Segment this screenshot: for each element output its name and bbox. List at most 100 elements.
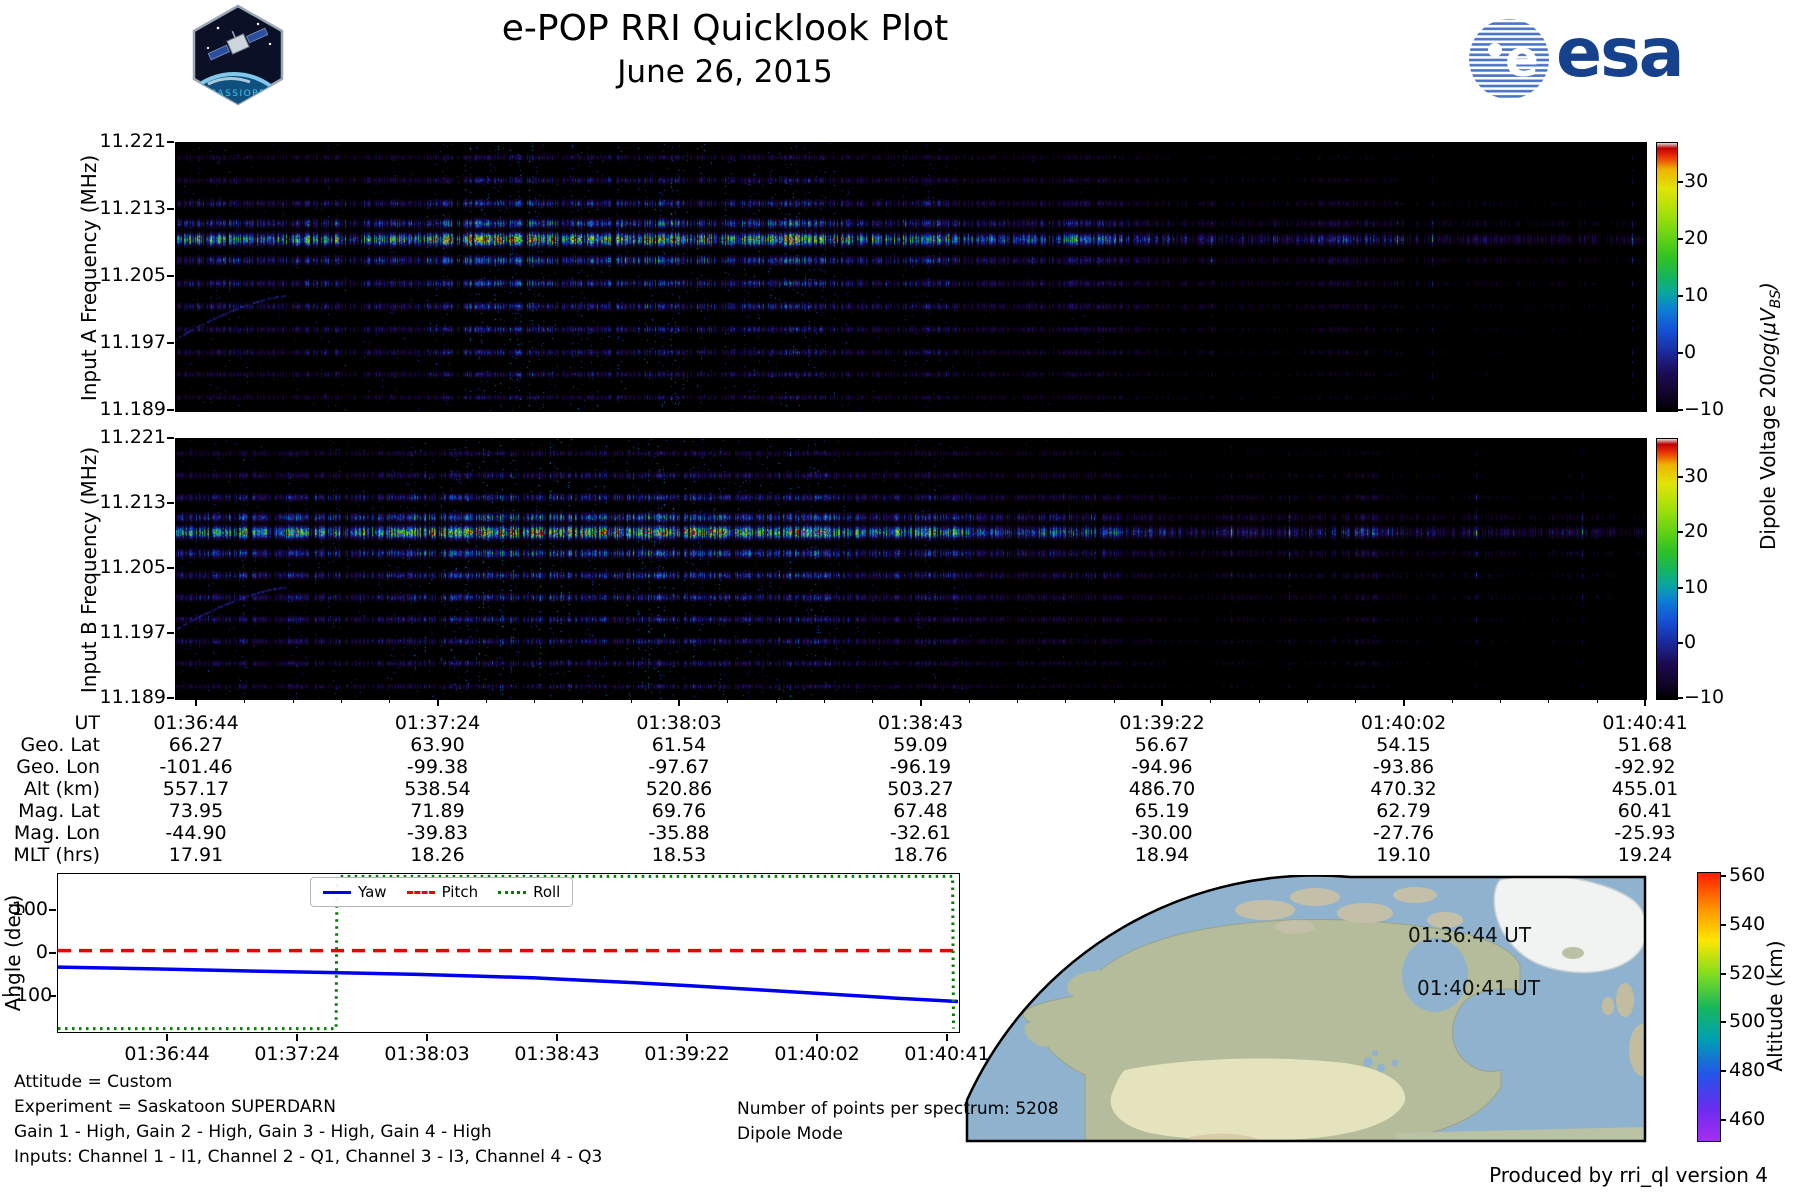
freq-tick-label-a: 11.213 xyxy=(99,197,166,219)
time-minor-tick-mark xyxy=(1548,699,1550,703)
tick-mark xyxy=(1720,1021,1726,1024)
time-minor-tick-mark xyxy=(340,699,342,703)
angle-y-tick-label: 100 xyxy=(11,898,48,920)
ephemeris-cell: 538.54 xyxy=(404,778,471,800)
tick-mark xyxy=(1677,641,1683,644)
esa-logo: e xyxy=(1466,16,1552,106)
colorbar-tick-label-a: 0 xyxy=(1684,340,1697,363)
freq-tick-label-a: 11.221 xyxy=(99,130,166,152)
colorbar-tick-label-b: 0 xyxy=(1684,630,1697,653)
ephemeris-cell: 17.91 xyxy=(168,844,224,866)
colorbar-label-prefix: Dipole Voltage 20 xyxy=(1756,373,1780,550)
colorbar-label-math: log(μV xyxy=(1756,308,1780,374)
freq-tick-label-b: 11.197 xyxy=(99,621,166,643)
ephemeris-cell: 69.76 xyxy=(651,800,707,822)
time-minor-tick-mark xyxy=(485,699,487,703)
colorbar-label-suffix: ) xyxy=(1756,282,1780,290)
time-minor-tick-mark xyxy=(823,699,825,703)
angle-plot-legend: Yaw Pitch Roll xyxy=(310,877,574,907)
freq-tick-label-b: 11.189 xyxy=(99,686,166,708)
spectrogram-b-panel xyxy=(175,438,1647,700)
ephemeris-cell: 60.41 xyxy=(1617,800,1673,822)
ephemeris-cell: 73.95 xyxy=(168,800,224,822)
points-note: Number of points per spectrum: 5208 xyxy=(737,1099,1059,1119)
cassiope-wordmark: CASSIOPE xyxy=(210,89,267,99)
angle-x-tick-label: 01:40:02 xyxy=(774,1043,860,1065)
tick-mark xyxy=(167,697,174,699)
angle-plot-lines xyxy=(57,874,959,1031)
time-tick-mark xyxy=(195,699,197,706)
tick-mark xyxy=(1677,409,1683,411)
track-start-label: 01:36:44 UT xyxy=(1408,923,1532,947)
ephemeris-cell: -25.93 xyxy=(1614,822,1676,844)
ephemeris-cell: 71.89 xyxy=(410,800,465,822)
time-minor-tick-mark xyxy=(1258,699,1260,703)
freq-tick-label-b: 11.221 xyxy=(99,426,166,448)
attitude-note: Attitude = Custom xyxy=(14,1072,173,1092)
ephemeris-cell: -101.46 xyxy=(159,756,233,778)
colorbar-tick-label-b: 30 xyxy=(1684,464,1709,487)
ephemeris-cell: -39.83 xyxy=(406,822,469,844)
tick-mark xyxy=(1677,295,1683,298)
angle-x-tick-label: 01:37:24 xyxy=(254,1043,340,1065)
tick-mark xyxy=(1720,1119,1726,1122)
ephemeris-cell: 18.26 xyxy=(410,844,465,866)
altitude-colorbar xyxy=(1697,872,1721,1142)
tick-mark xyxy=(167,342,174,344)
ground-track-map: 01:36:44 UT 01:40:41 UT xyxy=(965,875,1647,1143)
ephemeris-cell: 65.19 xyxy=(1134,800,1190,822)
tick-mark xyxy=(167,437,174,439)
ephemeris-row-label: Geo. Lon xyxy=(16,756,100,778)
angle-x-tick-label: 01:38:03 xyxy=(384,1043,470,1065)
tick-mark xyxy=(1720,923,1726,926)
tick-mark xyxy=(1720,1070,1726,1073)
ephemeris-cell: 470.32 xyxy=(1370,778,1437,800)
time-minor-tick-mark xyxy=(1306,699,1308,703)
ephemeris-cell: -35.88 xyxy=(648,822,710,844)
time-minor-tick-mark xyxy=(534,699,536,703)
time-tick-mark xyxy=(436,699,439,706)
altitude-tick-label: 500 xyxy=(1729,1010,1766,1033)
ephemeris-cell: 557.17 xyxy=(162,778,230,800)
colorbar-shared-label: Dipole Voltage 20log(μVBS) xyxy=(1756,136,1784,696)
angle-x-tick-label: 01:39:22 xyxy=(644,1043,730,1065)
time-minor-tick-mark xyxy=(1500,699,1502,703)
tick-mark xyxy=(167,409,174,411)
colorbar-tick-label-a: 30 xyxy=(1684,169,1709,192)
altitude-tick-label: 480 xyxy=(1729,1059,1766,1082)
colorbar-label-sub: BS xyxy=(1768,289,1784,309)
colorbar-a xyxy=(1656,142,1678,412)
tick-mark xyxy=(1677,475,1683,478)
time-minor-tick-mark xyxy=(1596,699,1598,703)
legend-pitch-line-sample xyxy=(406,890,435,894)
tick-mark xyxy=(1677,351,1683,354)
spectrogram-a-panel xyxy=(175,142,1647,412)
freq-tick-label-a: 11.197 xyxy=(99,331,166,353)
tick-mark xyxy=(49,909,56,911)
tick-mark xyxy=(1677,238,1683,241)
time-tick-mark xyxy=(1402,699,1405,706)
map-border xyxy=(965,875,1647,1143)
angle-y-tick-label: −100 xyxy=(0,984,53,1006)
experiment-note: Experiment = Saskatoon SUPERDARN xyxy=(14,1097,336,1117)
tick-mark xyxy=(1677,180,1683,183)
ephemeris-cell: -32.61 xyxy=(889,822,952,844)
ephemeris-cell: 51.68 xyxy=(1617,734,1673,756)
time-tick-mark xyxy=(678,699,680,706)
spectrogram-b-canvas xyxy=(176,439,1646,699)
angle-x-tick-label: 01:36:44 xyxy=(124,1043,210,1065)
ephemeris-cell: 18.53 xyxy=(651,844,707,866)
ephemeris-cell: 455.01 xyxy=(1611,778,1679,800)
tick-mark xyxy=(167,208,174,210)
ephemeris-cell: -96.19 xyxy=(889,756,952,778)
time-tick-mark xyxy=(1161,699,1163,706)
altitude-tick-label: 560 xyxy=(1729,863,1766,886)
tick-mark xyxy=(166,1034,168,1041)
colorbar-tick-label-a: 10 xyxy=(1684,284,1709,307)
ephemeris-cell: 01:40:41 xyxy=(1602,712,1688,734)
ephemeris-cell: 63.90 xyxy=(410,734,465,756)
gain-note: Gain 1 - High, Gain 2 - High, Gain 3 - H… xyxy=(14,1122,492,1142)
altitude-tick-label: 520 xyxy=(1729,961,1766,984)
esa-wordmark: esa xyxy=(1556,14,1684,93)
